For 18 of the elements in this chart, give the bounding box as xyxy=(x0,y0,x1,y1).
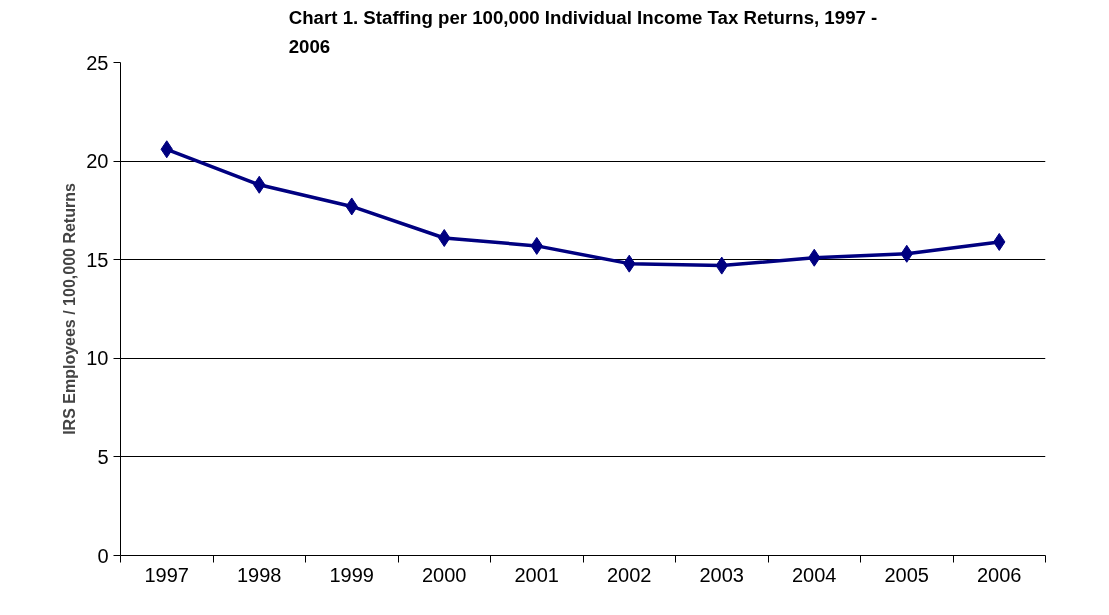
y-tick-label: 20 xyxy=(86,150,109,173)
x-tick-label: 2006 xyxy=(977,563,1022,586)
y-tick-label: 5 xyxy=(97,445,109,468)
x-tick-label: 1998 xyxy=(237,563,282,586)
y-axis-title: IRS Employees / 100,000 Returns xyxy=(61,183,79,435)
x-tick-label: 2002 xyxy=(607,563,652,586)
y-tick-label: 25 xyxy=(86,51,109,74)
x-tick-label: 1997 xyxy=(144,563,189,586)
x-tick-label: 2005 xyxy=(884,563,929,586)
y-tick-label: 15 xyxy=(86,248,109,271)
x-tick-label: 2003 xyxy=(699,563,744,586)
y-tick-label: 10 xyxy=(86,347,109,370)
chart-title: Chart 1. Staffing per 100,000 Individual Income Tax Returns, 1997 - 2006 xyxy=(288,7,878,58)
x-tick-label: 1999 xyxy=(329,563,374,586)
x-tick-label: 2000 xyxy=(422,563,467,586)
x-tick-label: 2004 xyxy=(792,563,837,586)
y-tick-label: 0 xyxy=(97,544,109,567)
x-tick-label: 2001 xyxy=(514,563,559,586)
